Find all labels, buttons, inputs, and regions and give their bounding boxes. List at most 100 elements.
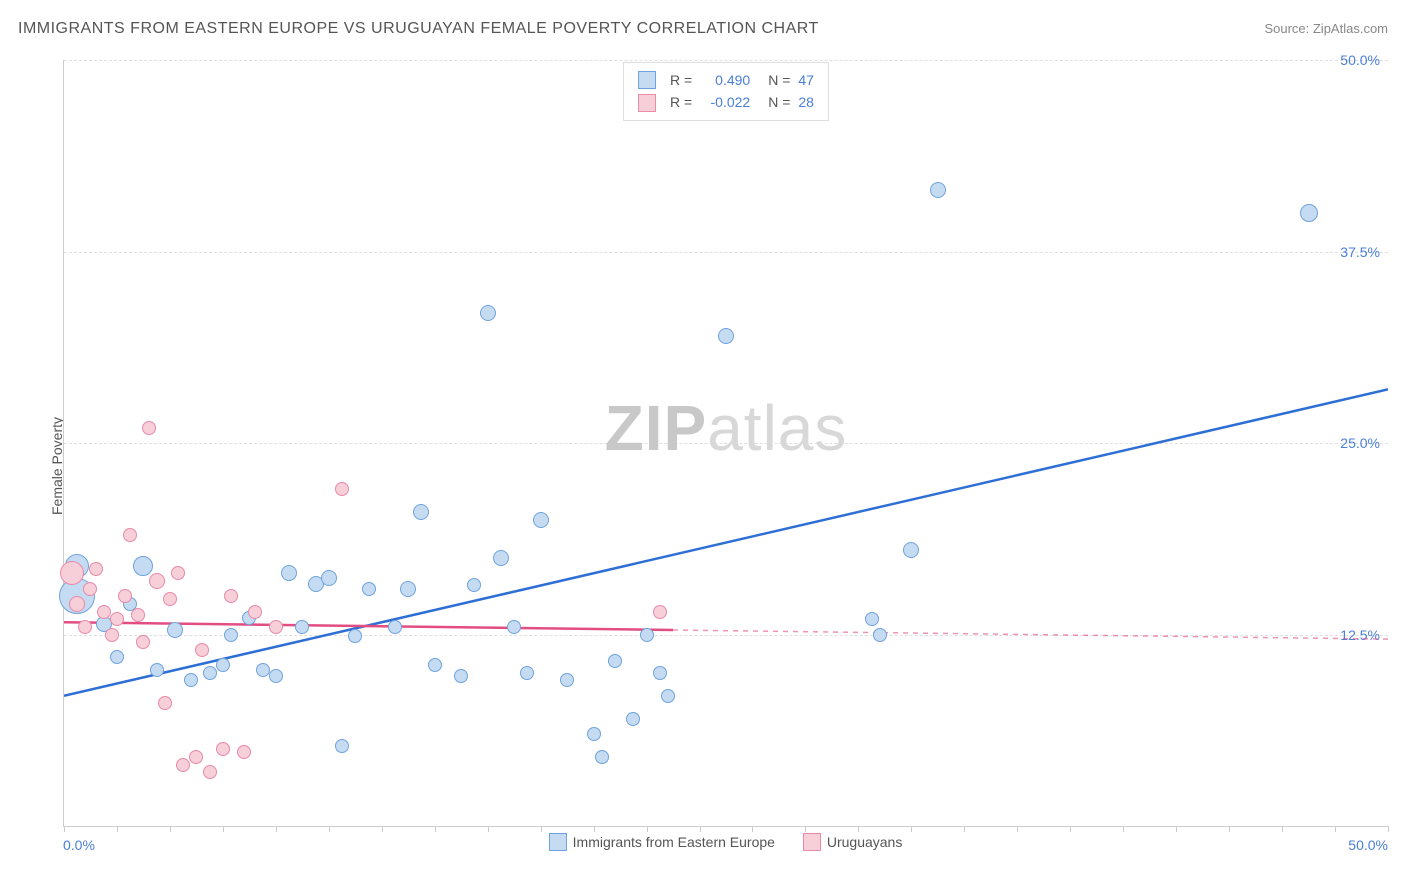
x-tick xyxy=(1017,826,1018,832)
x-tick xyxy=(594,826,595,832)
legend-row-series-b: R = -0.022 N = 28 xyxy=(638,91,814,113)
x-tick xyxy=(541,826,542,832)
data-point xyxy=(467,578,481,592)
data-point xyxy=(256,663,270,677)
data-point xyxy=(335,482,349,496)
data-point xyxy=(133,556,153,576)
data-point xyxy=(158,696,172,710)
chart-container: Female Poverty ZIPatlas R = 0.490 N = 47… xyxy=(18,60,1388,872)
data-point xyxy=(184,673,198,687)
x-tick xyxy=(858,826,859,832)
data-point xyxy=(118,589,132,603)
y-tick-label: 25.0% xyxy=(1340,435,1380,451)
x-tick xyxy=(1388,826,1389,832)
watermark: ZIPatlas xyxy=(605,391,848,465)
data-point xyxy=(493,550,509,566)
data-point xyxy=(110,612,124,626)
x-tick xyxy=(700,826,701,832)
data-point xyxy=(480,305,496,321)
data-point xyxy=(150,663,164,677)
x-tick xyxy=(647,826,648,832)
x-tick xyxy=(329,826,330,832)
data-point xyxy=(224,589,238,603)
x-tick xyxy=(276,826,277,832)
x-tick xyxy=(805,826,806,832)
x-tick xyxy=(1123,826,1124,832)
data-point xyxy=(224,628,238,642)
x-tick xyxy=(382,826,383,832)
data-point xyxy=(428,658,442,672)
legend-row-series-a: R = 0.490 N = 47 xyxy=(638,69,814,91)
y-tick-label: 12.5% xyxy=(1340,627,1380,643)
data-point xyxy=(237,745,251,759)
x-tick xyxy=(1070,826,1071,832)
data-point xyxy=(110,650,124,664)
plot-area: ZIPatlas R = 0.490 N = 47 R = -0.022 N =… xyxy=(63,60,1388,827)
x-tick xyxy=(64,826,65,832)
data-point xyxy=(189,750,203,764)
data-point xyxy=(78,620,92,634)
x-tick xyxy=(1176,826,1177,832)
data-point xyxy=(400,581,416,597)
data-point xyxy=(321,570,337,586)
gridline xyxy=(64,252,1388,253)
data-point xyxy=(595,750,609,764)
data-point xyxy=(248,605,262,619)
x-tick xyxy=(1335,826,1336,832)
data-point xyxy=(608,654,622,668)
data-point xyxy=(149,573,165,589)
data-point xyxy=(203,666,217,680)
swatch-icon xyxy=(638,94,656,112)
data-point xyxy=(873,628,887,642)
x-tick xyxy=(964,826,965,832)
data-point xyxy=(216,742,230,756)
data-point xyxy=(348,629,362,643)
gridline xyxy=(64,635,1388,636)
data-point xyxy=(653,605,667,619)
series-legend: Immigrants from Eastern Europe Uruguayan… xyxy=(63,833,1388,854)
x-tick xyxy=(435,826,436,832)
swatch-icon xyxy=(803,833,821,851)
y-tick-label: 50.0% xyxy=(1340,52,1380,68)
legend-item-series-b: Uruguayans xyxy=(803,833,903,851)
data-point xyxy=(216,658,230,672)
y-tick-label: 37.5% xyxy=(1340,244,1380,260)
data-point xyxy=(269,620,283,634)
data-point xyxy=(105,628,119,642)
data-point xyxy=(626,712,640,726)
data-point xyxy=(97,605,111,619)
data-point xyxy=(362,582,376,596)
gridline xyxy=(64,443,1388,444)
source-label: Source: ZipAtlas.com xyxy=(1264,21,1388,36)
x-tick xyxy=(1282,826,1283,832)
data-point xyxy=(1300,204,1318,222)
data-point xyxy=(142,421,156,435)
legend-item-series-a: Immigrants from Eastern Europe xyxy=(549,833,775,851)
data-point xyxy=(903,542,919,558)
data-point xyxy=(587,727,601,741)
data-point xyxy=(930,182,946,198)
data-point xyxy=(718,328,734,344)
swatch-icon xyxy=(638,71,656,89)
data-point xyxy=(661,689,675,703)
data-point xyxy=(335,739,349,753)
x-tick xyxy=(911,826,912,832)
data-point xyxy=(176,758,190,772)
data-point xyxy=(653,666,667,680)
x-tick xyxy=(1229,826,1230,832)
x-tick xyxy=(488,826,489,832)
data-point xyxy=(131,608,145,622)
data-point xyxy=(136,635,150,649)
swatch-icon xyxy=(549,833,567,851)
x-tick xyxy=(223,826,224,832)
x-tick xyxy=(752,826,753,832)
x-tick xyxy=(170,826,171,832)
data-point xyxy=(281,565,297,581)
data-point xyxy=(413,504,429,520)
data-point xyxy=(167,622,183,638)
data-point xyxy=(203,765,217,779)
data-point xyxy=(533,512,549,528)
data-point xyxy=(520,666,534,680)
data-point xyxy=(454,669,468,683)
data-point xyxy=(171,566,185,580)
